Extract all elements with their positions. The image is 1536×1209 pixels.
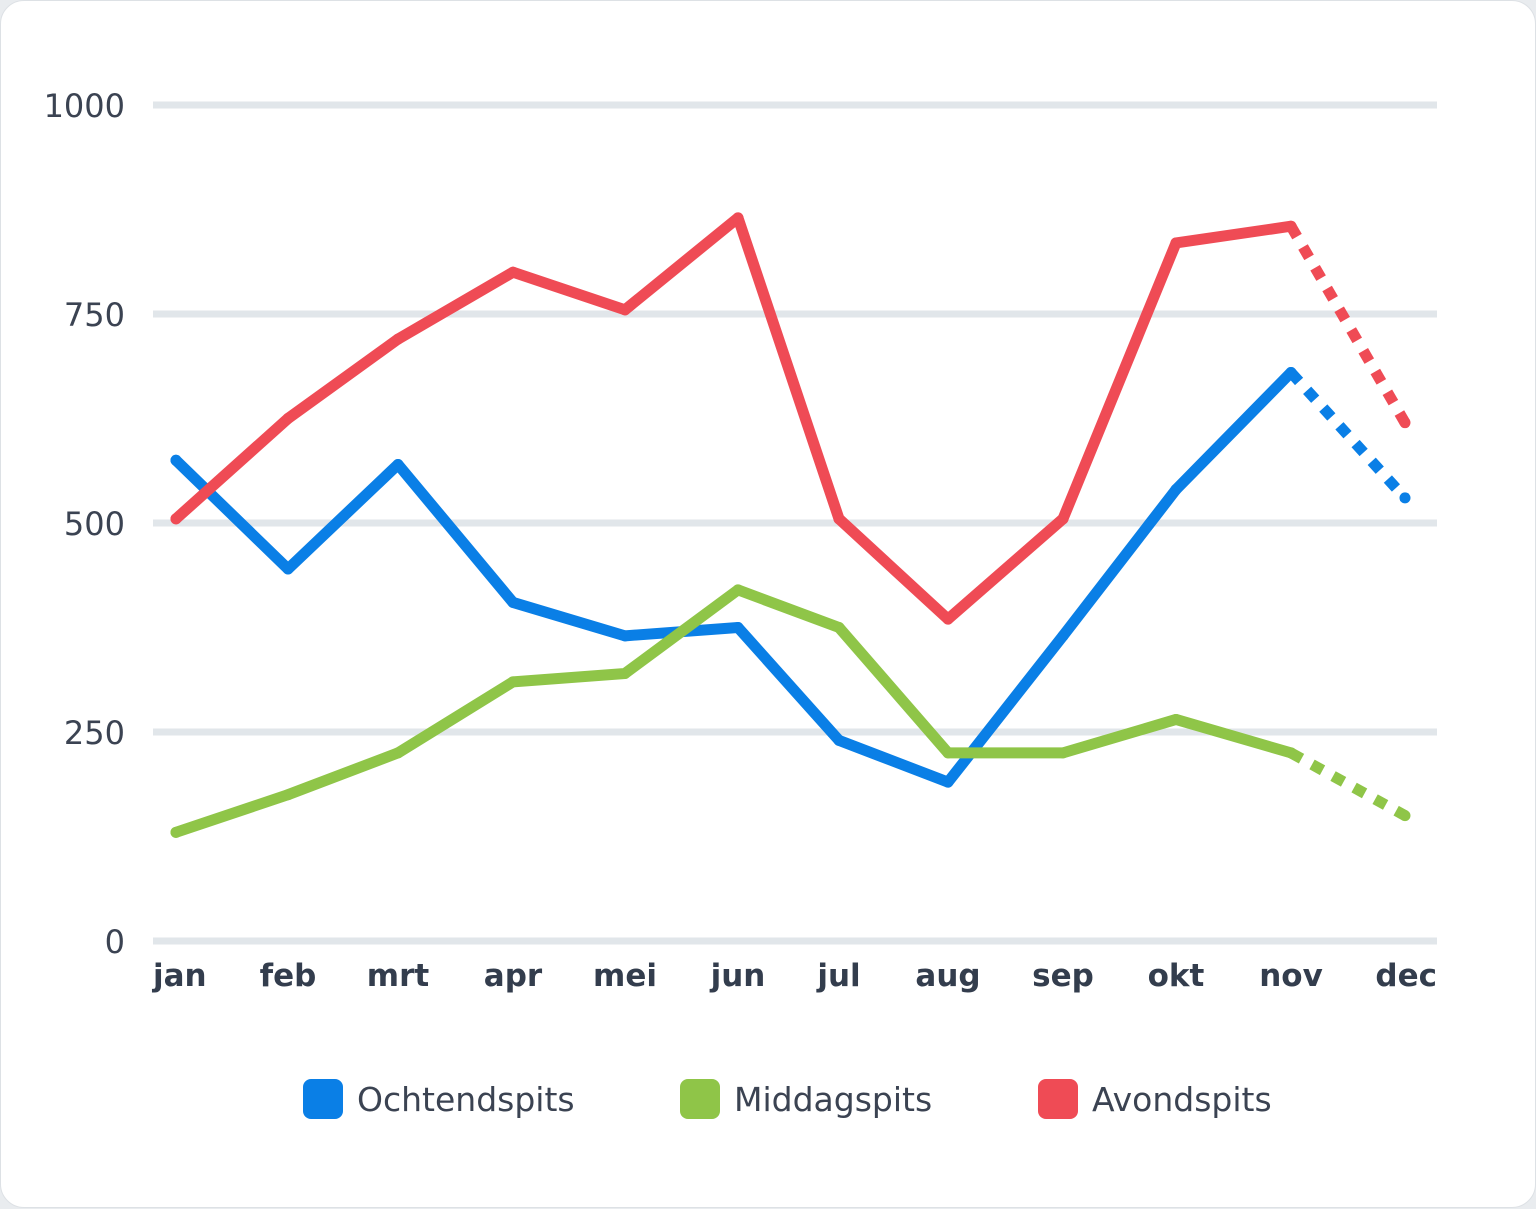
x-tick-label-sep: sep [1032, 958, 1094, 994]
legend-label-avondspits: Avondspits [1092, 1080, 1272, 1119]
data-point-avondspits-jul [833, 513, 845, 525]
data-point-middagspits-sep [1057, 747, 1069, 759]
series-lines [170, 212, 1411, 838]
y-tick-label: 750 [64, 296, 125, 334]
data-point-avondspits-aug [942, 613, 954, 625]
data-point-avondspits-nov [1285, 220, 1297, 232]
x-axis-tick-labels: jan feb mrt apr mei jun jul aug sep okt nov dec [151, 958, 1437, 994]
legend: Ochtendspits Middagspits Avondspits [303, 1079, 1272, 1119]
data-point-ochtendspits-sep [1057, 630, 1069, 642]
data-point-ochtendspits-jan [170, 454, 182, 466]
data-point-ochtendspits-aug [942, 776, 954, 788]
data-point-ochtendspits-jul [833, 734, 845, 746]
x-tick-label-okt: okt [1148, 958, 1205, 994]
legend-swatch-middagspits [680, 1079, 720, 1119]
data-point-middagspits-jan [170, 826, 182, 838]
data-point-ochtendspits-mei [619, 630, 631, 642]
x-tick-label-feb: feb [260, 958, 317, 994]
data-point-middagspits-nov [1285, 747, 1297, 759]
data-point-ochtendspits-dec [1399, 492, 1411, 504]
data-point-middagspits-mrt [392, 747, 404, 759]
x-tick-label-mrt: mrt [367, 958, 430, 994]
x-tick-label-nov: nov [1259, 958, 1323, 994]
data-point-ochtendspits-feb [282, 563, 294, 575]
data-point-avondspits-mei [619, 304, 631, 316]
series-line-ochtendspits [170, 367, 1297, 788]
x-tick-label-jun: jun [709, 958, 766, 994]
data-point-middagspits-dec [1399, 810, 1411, 822]
y-axis-tick-labels: 0 250 500 750 1000 [44, 87, 125, 961]
x-tick-label-mei: mei [593, 958, 657, 994]
legend-swatch-ochtendspits [303, 1079, 343, 1119]
x-tick-label-apr: apr [484, 958, 543, 994]
data-point-ochtendspits-nov [1285, 367, 1297, 379]
data-point-middagspits-jun [732, 584, 744, 596]
x-tick-label-aug: aug [915, 958, 980, 994]
series-projection-ochtendspits [1286, 368, 1410, 502]
legend-swatch-avondspits [1038, 1079, 1078, 1119]
data-point-avondspits-dec [1399, 417, 1411, 429]
y-tick-label: 1000 [44, 87, 125, 125]
data-point-avondspits-sep [1057, 513, 1069, 525]
x-tick-label-jul: jul [815, 958, 860, 994]
legend-label-ochtendspits: Ochtendspits [357, 1080, 575, 1119]
data-point-ochtendspits-apr [507, 596, 519, 608]
legend-item-middagspits: Middagspits [680, 1079, 932, 1119]
data-point-ochtendspits-okt [1170, 484, 1182, 496]
data-point-ochtendspits-jun [732, 622, 744, 633]
series-projection-middagspits [1288, 748, 1408, 821]
x-tick-label-jan: jan [151, 958, 207, 994]
data-point-middagspits-jul [833, 622, 845, 633]
legend-item-avondspits: Avondspits [1038, 1079, 1272, 1119]
data-point-ochtendspits-mrt [392, 458, 404, 470]
data-point-middagspits-okt [1170, 713, 1182, 725]
y-tick-label: 250 [64, 714, 125, 752]
data-point-middagspits-apr [507, 676, 519, 688]
data-point-avondspits-jan [170, 513, 182, 525]
y-tick-label: 0 [105, 923, 125, 961]
legend-label-middagspits: Middagspits [734, 1080, 932, 1119]
data-point-middagspits-feb [282, 789, 294, 801]
data-point-avondspits-mrt [392, 333, 404, 345]
data-point-middagspits-aug [942, 747, 954, 759]
data-point-avondspits-apr [507, 266, 519, 278]
x-tick-label-dec: dec [1375, 958, 1437, 994]
data-point-avondspits-jun [732, 212, 744, 224]
data-point-avondspits-okt [1170, 237, 1182, 249]
data-point-middagspits-mei [619, 667, 631, 679]
legend-item-ochtendspits: Ochtendspits [303, 1079, 575, 1119]
data-point-avondspits-feb [282, 413, 294, 424]
y-tick-label: 500 [64, 505, 125, 543]
